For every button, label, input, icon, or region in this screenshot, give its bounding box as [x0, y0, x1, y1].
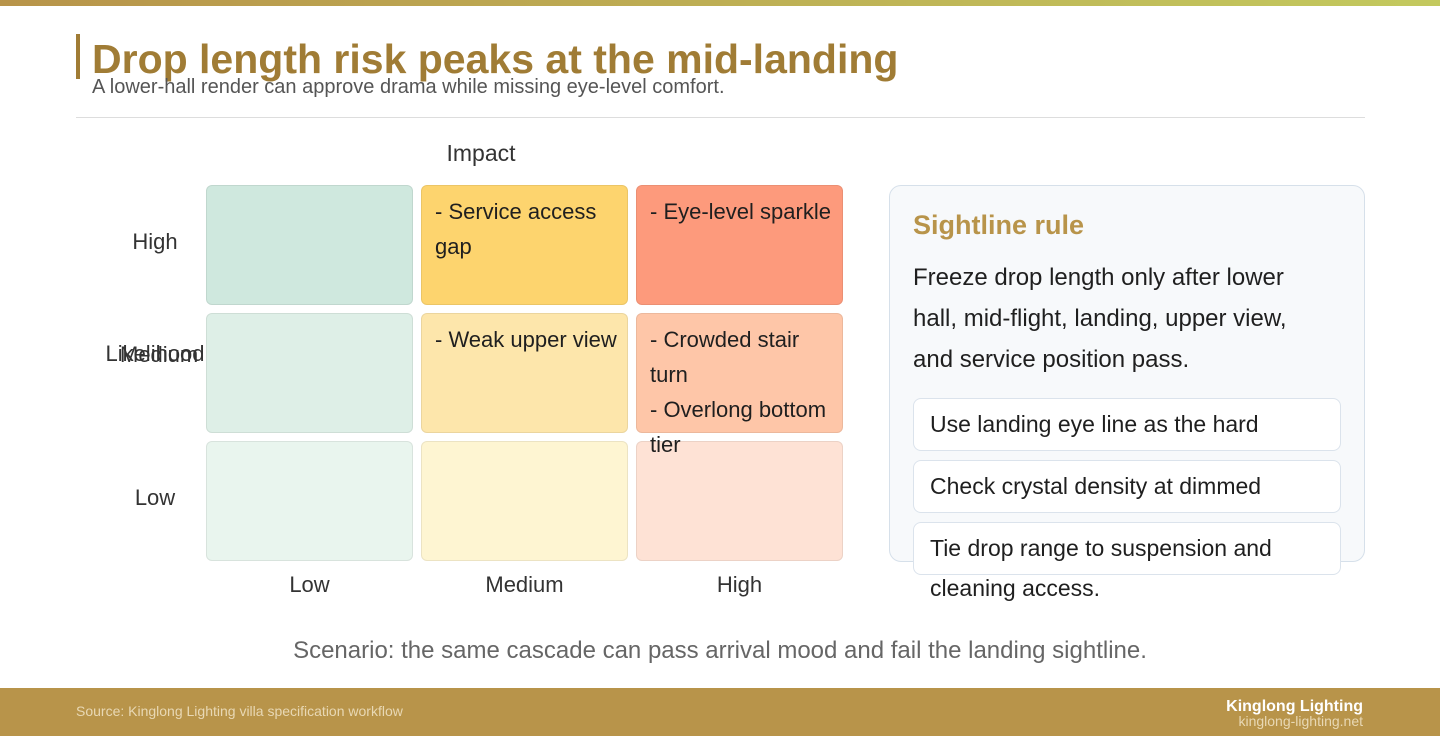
matrix-cell-high-low — [206, 185, 413, 305]
page-title: Drop length risk peaks at the mid-landin… — [92, 36, 899, 82]
brand-name: Kinglong Lighting — [1226, 698, 1363, 715]
title-accent-bar — [76, 34, 80, 79]
likelihood-label-low: Low — [134, 485, 176, 510]
impact-label-high: High — [716, 572, 763, 597]
review-note: Tie drop range to suspension and cleanin… — [913, 522, 1341, 601]
matrix-cell-medium-low — [206, 313, 413, 433]
brand-website: kinglong-lighting.net — [1238, 713, 1363, 729]
risk-item: - Eye-level sparkle — [650, 199, 831, 224]
matrix-cell-medium-high: - Crowded stair turn - Overlong bottom t… — [636, 313, 843, 457]
review-note: Use landing eye line as the hard review … — [913, 398, 1341, 451]
matrix-cell-low-medium — [421, 441, 628, 561]
matrix-cell-medium-medium: - Weak upper view — [421, 313, 628, 433]
likelihood-axis-title: Likelihood — [105, 341, 205, 366]
risk-item: - Weak upper view — [435, 327, 617, 352]
impact-axis-title: Impact — [446, 140, 516, 166]
impact-label-medium: Medium — [485, 572, 564, 597]
review-note-text: Use landing eye line as the hard review … — [930, 411, 1259, 437]
matrix-cell-high-medium: - Service access gap — [421, 185, 628, 305]
review-note: Check crystal density at dimmed scenes. — [913, 460, 1341, 513]
matrix-cell-low-low — [206, 441, 413, 561]
likelihood-label-medium: Medium — [120, 342, 199, 367]
scenario-caption: Scenario: the same cascade can pass arri… — [293, 637, 1147, 664]
cell-items: - Service access gap — [435, 194, 625, 264]
cell-items: - Eye-level sparkle — [650, 194, 840, 229]
panel-title: Sightline rule — [913, 210, 1085, 240]
risk-item: - Service access gap — [435, 199, 597, 259]
matrix-cell-high-high: - Eye-level sparkle — [636, 185, 843, 305]
panel-body: Freeze drop length only after lower hall… — [913, 264, 1287, 373]
review-note-text: Tie drop range to suspension and cleanin… — [930, 535, 1272, 601]
source-note: Source: Kinglong Lighting villa specific… — [76, 703, 403, 719]
risk-item: - Crowded stair turn — [650, 327, 800, 387]
top-accent-bar — [0, 0, 1440, 6]
likelihood-label-high: High — [132, 229, 178, 254]
risk-item: - Overlong bottom tier — [650, 397, 827, 457]
header-divider — [76, 117, 1365, 118]
impact-label-low: Low — [289, 572, 330, 597]
cell-items: - Crowded stair turn - Overlong bottom t… — [650, 322, 840, 462]
matrix-cell-low-high — [636, 441, 843, 561]
cell-items: - Weak upper view — [435, 322, 625, 357]
page-subtitle: A lower-hall render can approve drama wh… — [92, 76, 725, 98]
footer-bar — [0, 688, 1440, 736]
review-note-text: Check crystal density at dimmed scenes. — [930, 473, 1262, 499]
